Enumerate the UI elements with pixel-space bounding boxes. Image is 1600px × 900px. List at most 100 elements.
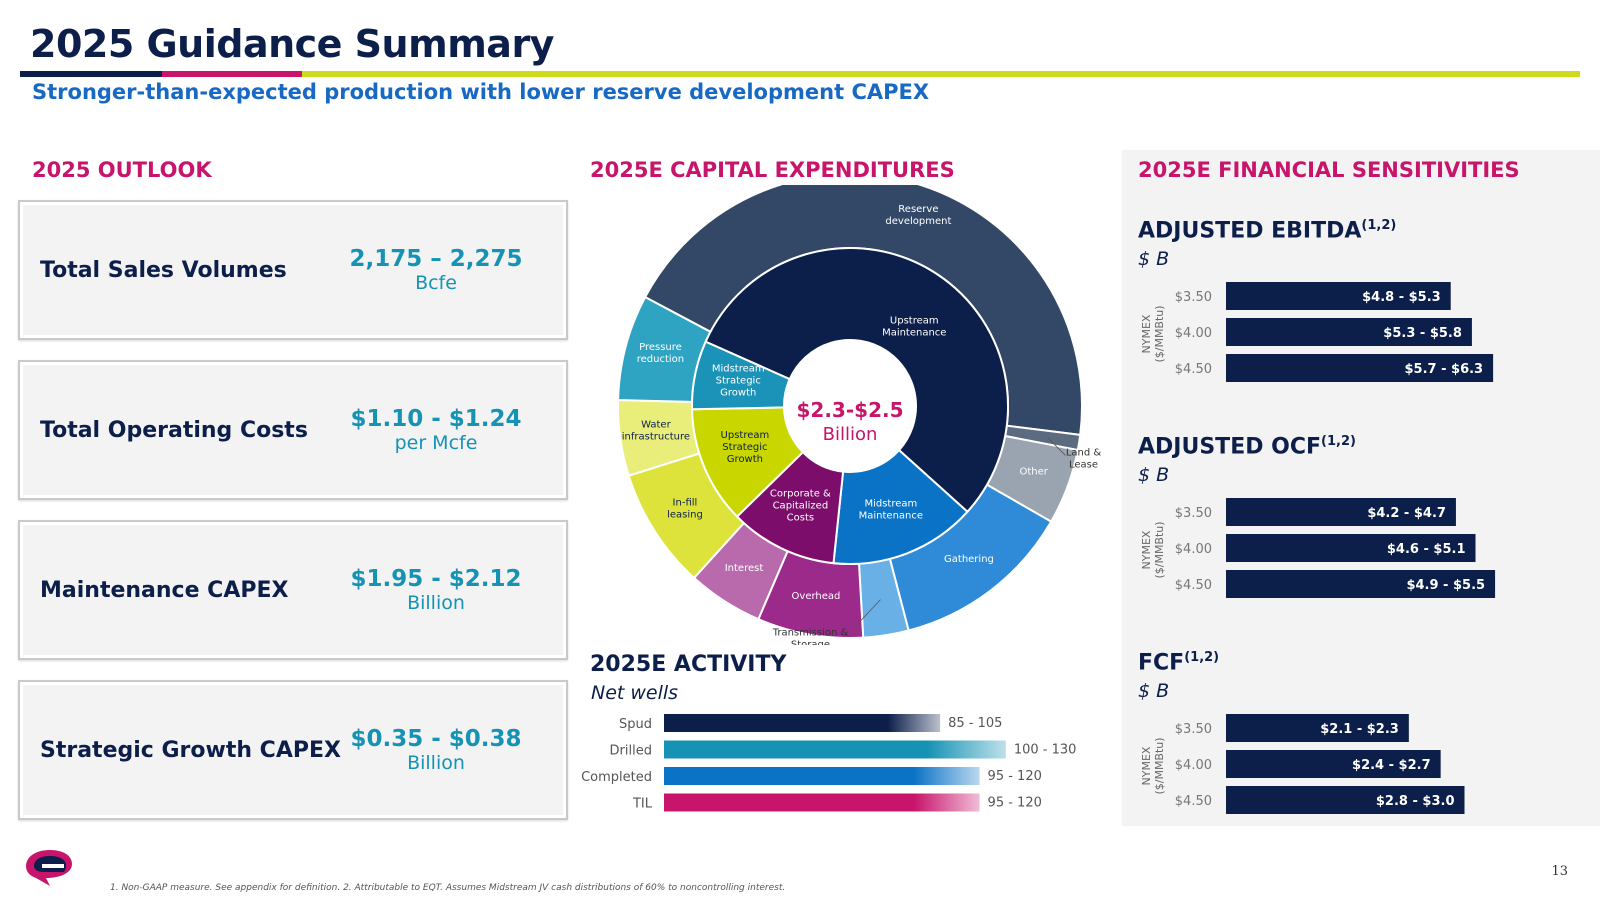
activity-bar-completed xyxy=(664,767,980,785)
activity-value-drilled: 100 - 130 xyxy=(1014,743,1077,758)
activity-category-til: TIL xyxy=(632,797,653,812)
leader-line-transmission xyxy=(850,599,881,632)
inner-label-upstream-strategic-growth-line-1: Upstream xyxy=(721,430,770,441)
fcf-unit: $ B xyxy=(1138,680,1170,702)
sensitivity-category-4-00: $4.00 xyxy=(1175,758,1212,773)
leader-line-land-lease xyxy=(1047,437,1066,456)
sensitivity-bar-4-00 xyxy=(1226,534,1476,562)
axis-label-nymex: NYMEX xyxy=(1140,530,1153,569)
outlook-heading: 2025 OUTLOOK xyxy=(32,158,212,182)
fcf-title: FCF(1,2) xyxy=(1138,650,1219,675)
activity-bar-drilled xyxy=(664,740,1006,759)
activity-heading: 2025E ACTIVITY xyxy=(590,652,787,677)
outlook-card-operating-costs: Total Operating Costs $1.10 - $1.24 per … xyxy=(18,360,568,500)
sensitivity-value-4-50: $4.9 - $5.5 xyxy=(1406,578,1485,593)
outer-label-water-infrastructure-line-1: Water xyxy=(641,419,671,430)
card-unit: per Mcfe xyxy=(394,432,478,454)
sensitivity-category-3-50: $3.50 xyxy=(1175,506,1212,521)
activity-category-spud: Spud xyxy=(619,717,652,732)
inner-label-upstream-strategic-growth-line-2: Strategic xyxy=(722,442,767,453)
outer-label-transmission-storage-line-2: Storage xyxy=(791,640,830,645)
sensitivities-panel xyxy=(1122,150,1600,826)
sensitivity-bar-3-50 xyxy=(1226,282,1451,310)
activity-bar-chart: Spud 85 - 105 Drilled 100 - 130 Completed 95 … xyxy=(581,714,1077,812)
sensitivity-bar-4-00 xyxy=(1226,750,1441,778)
activity-value-til: 95 - 120 xyxy=(988,796,1042,811)
sensitivity-value-3-50: $4.8 - $5.3 xyxy=(1362,290,1441,305)
capex-center-unit: Billion xyxy=(823,424,878,445)
activity-value-completed: 95 - 120 xyxy=(988,769,1042,784)
sensitivity-bar-4-00 xyxy=(1226,318,1472,346)
fcf-sensitivity-chart: NYMEX ($/MMBtu) $3.50 $2.1 - $2.3 $4.00 $2.4 … xyxy=(1140,714,1465,814)
page-subtitle: Stronger-than-expected production with l… xyxy=(32,80,930,104)
outer-label-interest: Interest xyxy=(725,563,764,574)
sensitivity-category-4-50: $4.50 xyxy=(1175,362,1212,377)
title-rule-magenta xyxy=(162,71,302,77)
sensitivity-category-4-50: $4.50 xyxy=(1175,794,1212,809)
page-title: 2025 Guidance Summary xyxy=(30,22,554,66)
capex-center-value: $2.3-$2.5 xyxy=(797,398,904,422)
sensitivity-category-3-50: $3.50 xyxy=(1175,290,1212,305)
sensitivity-category-4-00: $4.00 xyxy=(1175,542,1212,557)
card-label: Total Operating Costs xyxy=(40,417,308,443)
inner-label-corporate-capitalized-costs-line-2: Capitalized xyxy=(773,501,829,512)
sensitivity-bar-3-50 xyxy=(1226,714,1409,742)
activity-subheading: Net wells xyxy=(591,682,679,704)
activity-bar-til xyxy=(664,793,980,812)
ocf-unit: $ B xyxy=(1138,464,1170,486)
title-rule-lime xyxy=(302,71,1580,77)
outlook-card-sales-volumes: Total Sales Volumes 2,175 – 2,275 Bcfe xyxy=(18,200,568,340)
sensitivity-category-3-50: $3.50 xyxy=(1175,722,1212,737)
sensitivity-value-4-50: $2.8 - $3.0 xyxy=(1376,794,1455,809)
activity-bar-spud xyxy=(664,714,941,732)
inner-label-upstream-strategic-growth-line-3: Growth xyxy=(727,454,763,465)
inner-label-corporate-capitalized-costs-line-1: Corporate & xyxy=(770,489,831,500)
activity-category-completed: Completed xyxy=(581,770,652,785)
ocf-title-text: ADJUSTED OCF xyxy=(1138,434,1322,460)
outer-label-land-lease-line-1: Land & xyxy=(1066,447,1102,458)
sensitivity-bar-4-50 xyxy=(1226,786,1465,814)
axis-label-nymex: NYMEX xyxy=(1140,314,1153,353)
ebitda-unit: $ B xyxy=(1138,248,1170,270)
ebitda-title: ADJUSTED EBITDA(1,2) xyxy=(1138,218,1396,243)
page-number: 13 xyxy=(1551,864,1568,879)
outer-label-water-infrastructure-line-2: infrastructure xyxy=(622,431,690,442)
axis-label-unit: ($/MMBtu) xyxy=(1153,305,1166,362)
ebitda-sensitivity-chart: NYMEX ($/MMBtu) $3.50 $4.8 - $5.3 $4.00 $5.3 … xyxy=(1140,282,1494,382)
inner-label-midstream-maintenance-line-1: Midstream xyxy=(864,498,917,509)
sensitivity-value-4-00: $4.6 - $5.1 xyxy=(1387,542,1466,557)
outlook-card-strategic-growth-capex: Strategic Growth CAPEX $0.35 - $0.38 Bil… xyxy=(18,680,568,820)
sensitivities-heading: 2025E FINANCIAL SENSITIVITIES xyxy=(1138,158,1520,182)
ocf-sensitivity-chart: NYMEX ($/MMBtu) $3.50 $4.2 - $4.7 $4.00 $4.6 … xyxy=(1140,498,1496,598)
outer-label-overhead: Overhead xyxy=(792,591,841,602)
card-value: $1.10 - $1.24 xyxy=(350,406,522,432)
outer-label-land-lease-line-2: Lease xyxy=(1069,459,1098,470)
card-value: $1.95 - $2.12 xyxy=(350,566,522,592)
activity-category-drilled: Drilled xyxy=(610,744,652,759)
card-value: 2,175 – 2,275 xyxy=(349,246,523,272)
capex-heading: 2025E CAPITAL EXPENDITURES xyxy=(590,158,955,182)
inner-label-midstream-strategic-growth-line-1: Midstream xyxy=(712,363,765,374)
sensitivity-bar-3-50 xyxy=(1226,498,1456,526)
card-unit: Billion xyxy=(407,592,465,614)
card-unit: Bcfe xyxy=(415,272,457,294)
inner-label-midstream-strategic-growth-line-2: Strategic xyxy=(716,375,761,386)
inner-label-upstream-maintenance-line-2: Maintenance xyxy=(882,327,946,338)
outer-label-in-fill-leasing-line-2: leasing xyxy=(667,510,703,521)
axis-label-unit: ($/MMBtu) xyxy=(1153,521,1166,578)
inner-slice-midstream-maintenance xyxy=(832,448,969,565)
sensitivity-value-4-00: $2.4 - $2.7 xyxy=(1352,758,1431,773)
logo-shape-white xyxy=(42,864,64,868)
ebitda-title-sup: (1,2) xyxy=(1361,218,1397,233)
outer-label-gathering: Gathering xyxy=(944,554,994,565)
company-logo xyxy=(26,850,72,886)
title-rule-navy xyxy=(20,71,162,77)
inner-label-corporate-capitalized-costs-line-3: Costs xyxy=(787,513,814,524)
sensitivity-category-4-00: $4.00 xyxy=(1175,326,1212,341)
sensitivity-value-4-00: $5.3 - $5.8 xyxy=(1383,326,1462,341)
ocf-title-sup: (1,2) xyxy=(1321,434,1356,449)
activity-value-spud: 85 - 105 xyxy=(948,716,1002,731)
outer-label-reserve-development-line-2: development xyxy=(885,216,951,227)
sensitivity-value-3-50: $4.2 - $4.7 xyxy=(1367,506,1446,521)
